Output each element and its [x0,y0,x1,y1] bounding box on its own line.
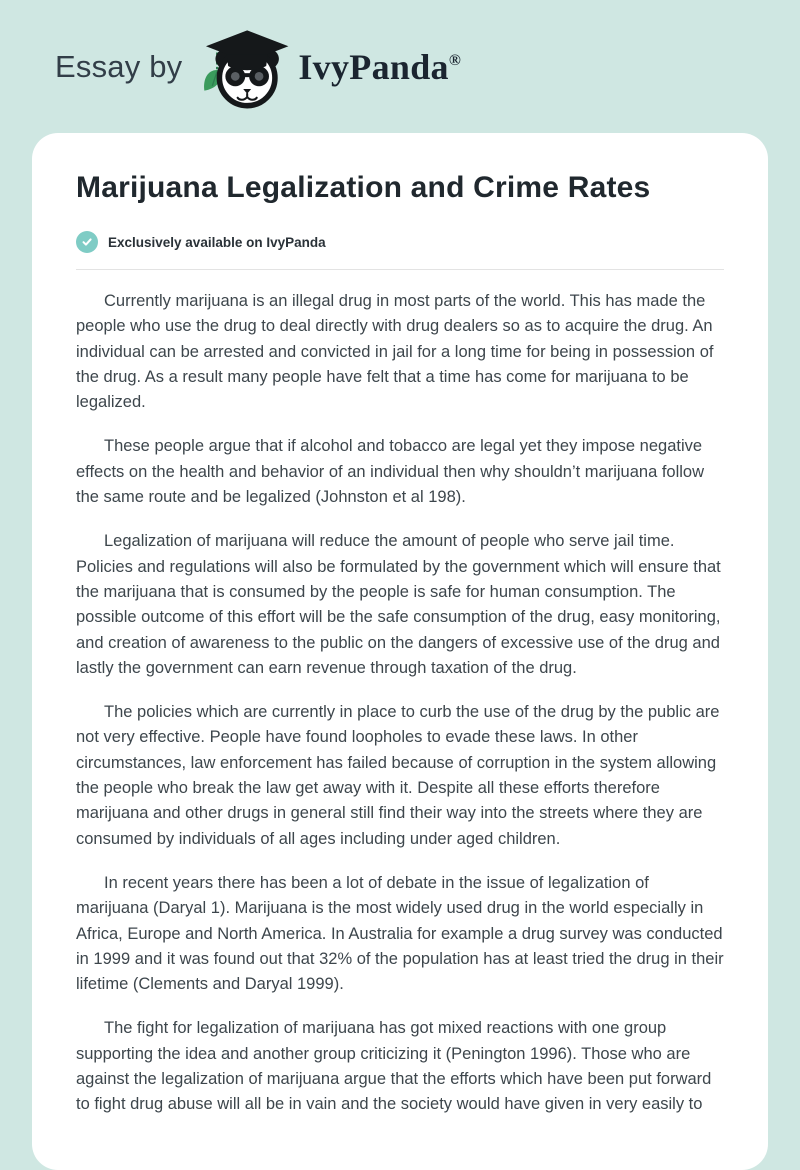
check-icon [76,231,98,253]
divider [76,269,724,270]
paragraph: These people argue that if alcohol and t… [76,437,705,507]
paragraph: The fight for legalization of marijuana … [76,1019,712,1114]
ivypanda-panda-logo-icon[interactable] [198,26,290,114]
page-title: Marijuana Legalization and Crime Rates [76,171,651,204]
paragraph: Legalization of marijuana will reduce th… [76,532,721,677]
paragraph: In recent years there has been a lot of … [76,873,724,994]
essay-card: Marijuana Legalization and Crime Rates E… [32,133,768,1170]
paragraph: The policies which are currently in plac… [76,703,720,848]
page-header: Essay by IvyPanda® [0,0,800,133]
brand-name[interactable]: IvyPanda® [298,46,461,88]
brand-text: IvyPanda [298,46,449,87]
paragraph: Currently marijuana is an illegal drug i… [76,292,714,412]
badge-label: Exclusively available on IvyPanda [108,234,326,250]
registered-mark: ® [448,51,462,69]
essay-body: Currently marijuana is an illegal drug i… [76,289,724,1118]
essay-by-label: Essay by [55,48,183,84]
exclusive-badge: Exclusively available on IvyPanda [76,231,724,253]
